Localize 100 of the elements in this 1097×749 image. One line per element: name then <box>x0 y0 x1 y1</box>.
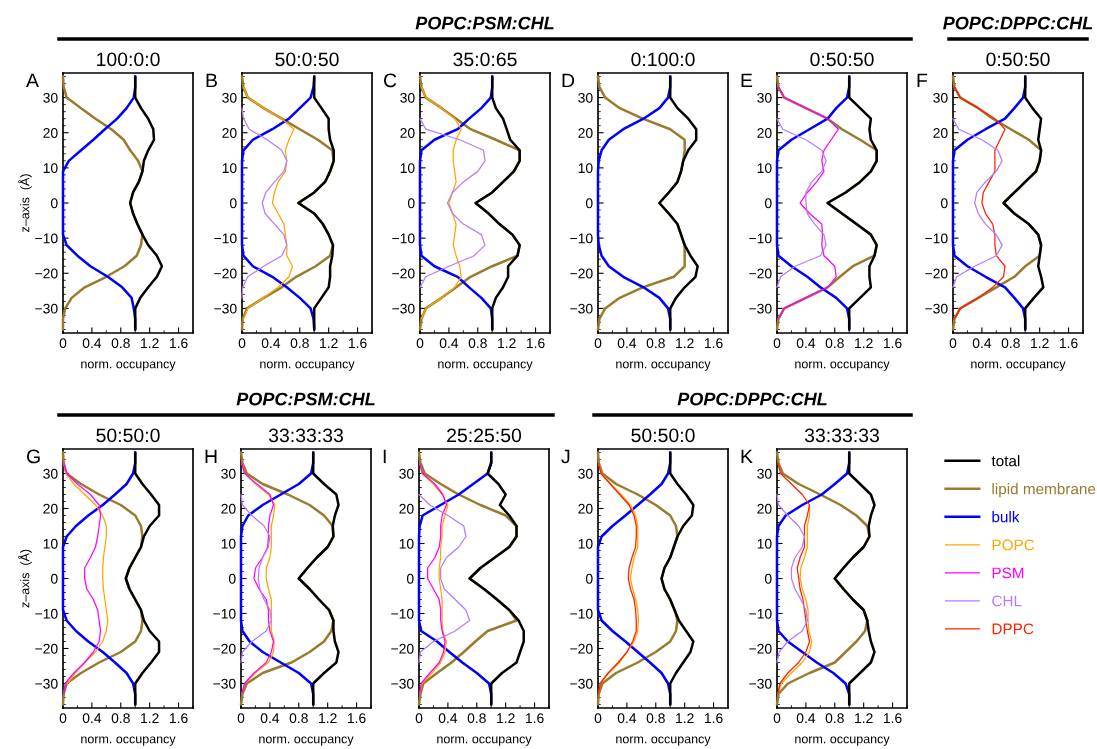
y-tick-label: 0 <box>764 573 772 584</box>
x-tick-label: 0 <box>415 713 423 724</box>
chart-title: 35:0:65 <box>453 52 517 67</box>
text: F <box>917 73 928 88</box>
legend-label: bulk <box>992 511 1020 523</box>
legend-label: lipid membrane <box>992 483 1096 498</box>
y-tick-label: −20 <box>570 268 593 279</box>
y-tick-label: −10 <box>749 233 772 244</box>
x-tick-label: 0 <box>773 338 781 349</box>
x-tick-label: 1.6 <box>883 338 902 349</box>
y-tick-label: 10 <box>43 163 58 174</box>
x-tick-label: 0.4 <box>617 713 637 724</box>
x-axis-title: norm. occupancy <box>795 736 890 746</box>
y-tick-label: 30 <box>933 92 948 103</box>
chart-title: 50:50:0 <box>631 428 695 443</box>
x-tick-label: 1.6 <box>347 713 366 724</box>
y-tick-label: 30 <box>757 92 772 103</box>
text: POPC:PSM:CHL <box>415 16 554 30</box>
y-tick-label: −30 <box>391 678 414 689</box>
y-tick-label: −30 <box>392 303 415 314</box>
chart-title: 33:33:33 <box>268 428 343 443</box>
x-axis-title: norm. occupancy <box>81 361 176 371</box>
text: A <box>26 73 39 88</box>
text: POPC:DPPC:CHL <box>677 392 827 406</box>
x-tick-label: 1.6 <box>526 338 545 349</box>
x-tick-label: 1.6 <box>525 713 544 724</box>
y-tick-label: 10 <box>222 163 237 174</box>
y-tick-label: 0 <box>764 198 772 209</box>
x-tick-label: 0.4 <box>972 338 992 349</box>
y-tick-label: −20 <box>35 643 58 654</box>
text: D <box>562 73 575 88</box>
x-tick-label: 0.4 <box>438 713 458 724</box>
text: H <box>205 449 217 464</box>
x-tick-label: 0 <box>238 338 246 349</box>
x-tick-label: 1.2 <box>141 713 159 723</box>
y-tick-label: −10 <box>925 233 948 244</box>
y-tick-label: −10 <box>570 608 593 619</box>
x-tick-label: 0 <box>773 713 781 724</box>
text: POPC:PSM:CHL <box>236 392 375 406</box>
y-tick-label: −20 <box>214 268 237 279</box>
y-tick-label: 30 <box>578 468 593 479</box>
x-tick-label: 0.8 <box>111 713 130 724</box>
y-tick-label: −10 <box>392 233 415 244</box>
x-axis-title: norm. occupancy <box>437 736 532 746</box>
y-tick-label: 20 <box>399 503 414 514</box>
legend-label: PSM <box>992 567 1024 579</box>
x-tick-label: 0.8 <box>825 713 844 724</box>
chart-title: 50:0:50 <box>275 52 339 67</box>
y-tick-label: 30 <box>399 468 414 479</box>
x-tick-label: 0.8 <box>646 338 665 349</box>
y-tick-label: −10 <box>35 608 58 619</box>
x-tick-label: 1.6 <box>704 338 723 349</box>
y-tick-label: 20 <box>578 128 593 138</box>
x-tick-label: 1.2 <box>676 713 694 723</box>
x-tick-label: 0 <box>237 713 245 724</box>
y-tick-label: −30 <box>214 303 237 314</box>
chart-title: 0:50:50 <box>810 52 874 67</box>
y-tick-label: −20 <box>35 268 58 279</box>
y-tick-label: 30 <box>43 468 58 479</box>
y-tick-label: −30 <box>749 303 772 314</box>
x-axis-title: norm. occupancy <box>616 736 711 746</box>
y-tick-label: 20 <box>43 128 58 138</box>
y-tick-label: 20 <box>578 503 593 514</box>
y-tick-label: 0 <box>50 573 58 584</box>
y-tick-label: 10 <box>757 538 772 549</box>
y-tick-label: 0 <box>228 573 236 584</box>
x-tick-label: 0.8 <box>467 713 486 724</box>
legend-label: POPC <box>992 539 1035 551</box>
y-tick-label: 20 <box>43 503 58 514</box>
y-tick-label: 30 <box>43 92 58 103</box>
x-tick-label: 0.8 <box>1001 338 1020 349</box>
y-tick-label: −10 <box>214 233 237 244</box>
y-axis-title: z–axis (Å) <box>18 549 32 608</box>
chart-title: 25:25:50 <box>447 428 522 443</box>
y-tick-label: −20 <box>925 268 948 279</box>
x-tick-label: 0.4 <box>796 713 816 724</box>
x-tick-label: 1.2 <box>497 713 515 723</box>
y-tick-label: −30 <box>35 678 58 689</box>
y-tick-label: −10 <box>749 608 772 619</box>
y-tick-label: 0 <box>407 198 415 209</box>
y-tick-label: −30 <box>570 678 593 689</box>
x-tick-label: 0 <box>59 338 67 349</box>
y-tick-label: 30 <box>221 468 236 479</box>
legend-label: total <box>991 455 1020 467</box>
y-tick-label: −30 <box>925 303 948 314</box>
x-tick-label: 0.8 <box>290 338 309 349</box>
y-tick-label: 10 <box>43 538 58 549</box>
y-tick-label: −10 <box>391 608 414 619</box>
x-tick-label: 0.8 <box>646 713 665 724</box>
x-tick-label: 0 <box>59 713 67 724</box>
x-tick-label: 1.6 <box>348 338 367 349</box>
x-tick-label: 1.6 <box>704 713 723 724</box>
text: C <box>383 73 397 88</box>
y-tick-label: 20 <box>757 128 772 138</box>
x-tick-label: 1.2 <box>141 338 159 348</box>
x-tick-label: 0 <box>594 338 602 349</box>
y-tick-label: 10 <box>757 163 772 174</box>
x-tick-label: 1.6 <box>883 713 902 724</box>
x-tick-label: 0.4 <box>439 338 459 349</box>
chart-title: 0:100:0 <box>631 52 695 67</box>
